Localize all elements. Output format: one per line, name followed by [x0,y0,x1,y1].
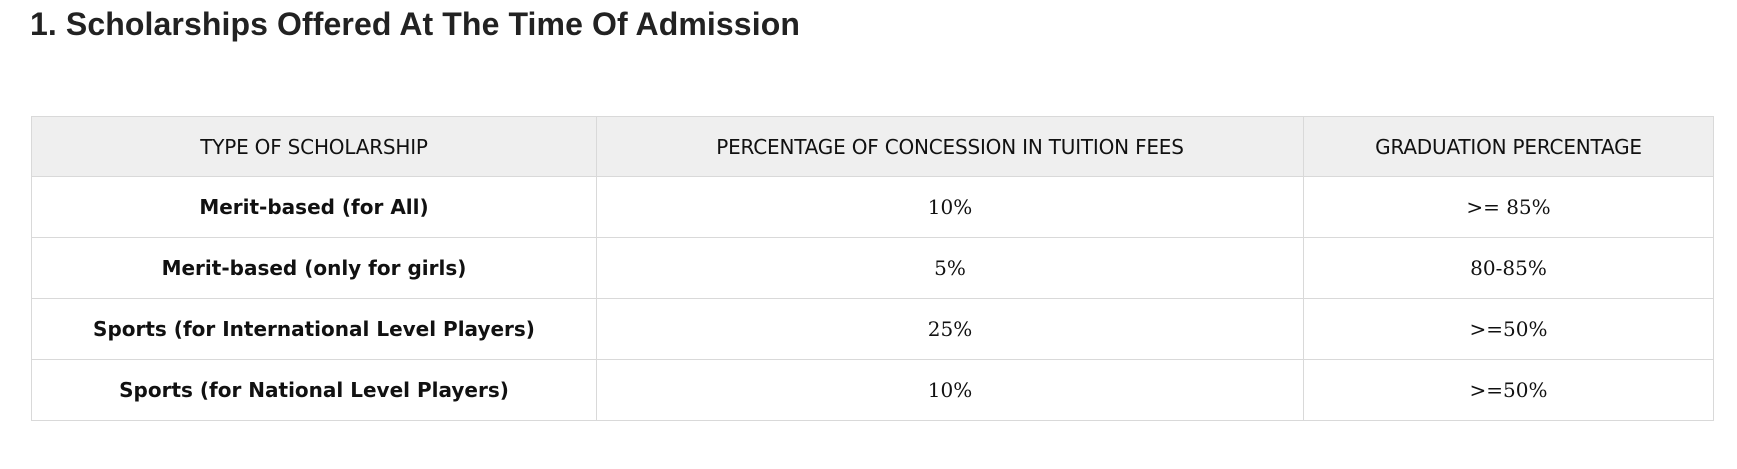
table-row: Merit-based (for All) 10% >= 85% [31,176,1714,238]
scholarship-table: TYPE OF SCHOLARSHIP PERCENTAGE OF CONCES… [31,116,1714,421]
column-header-graduation: GRADUATION PERCENTAGE [1303,116,1714,177]
graduation-cell: >= 85% [1303,176,1714,238]
scholarship-type-cell: Sports (for National Level Players) [31,359,597,421]
graduation-cell: >=50% [1303,298,1714,360]
scholarship-table-container: TYPE OF SCHOLARSHIP PERCENTAGE OF CONCES… [31,116,1714,421]
graduation-cell: >=50% [1303,359,1714,421]
page-title: 1. Scholarships Offered At The Time Of A… [30,6,800,42]
table-row: Sports (for International Level Players)… [31,298,1714,360]
graduation-cell: 80-85% [1303,237,1714,299]
table-row: Merit-based (only for girls) 5% 80-85% [31,237,1714,299]
table-row: Sports (for National Level Players) 10% … [31,359,1714,421]
table-header-row: TYPE OF SCHOLARSHIP PERCENTAGE OF CONCES… [31,116,1714,177]
scholarship-type-cell: Sports (for International Level Players) [31,298,597,360]
column-header-concession: PERCENTAGE OF CONCESSION IN TUITION FEES [596,116,1304,177]
column-header-type: TYPE OF SCHOLARSHIP [31,116,597,177]
concession-cell: 10% [596,359,1304,421]
scholarship-type-cell: Merit-based (only for girls) [31,237,597,299]
concession-cell: 10% [596,176,1304,238]
concession-cell: 5% [596,237,1304,299]
concession-cell: 25% [596,298,1304,360]
scholarship-type-cell: Merit-based (for All) [31,176,597,238]
